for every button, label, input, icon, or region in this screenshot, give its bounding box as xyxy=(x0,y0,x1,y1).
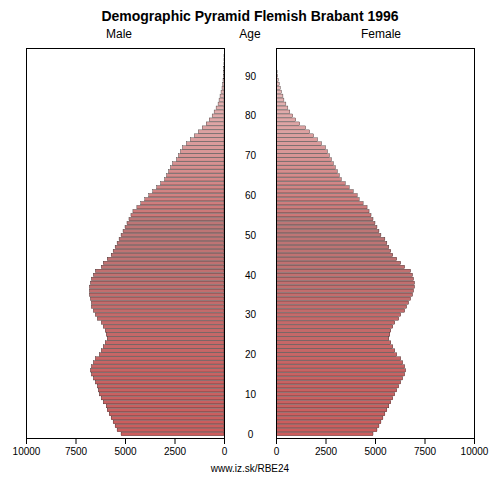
svg-text:80: 80 xyxy=(245,110,257,121)
html-text:Age: Age xyxy=(239,27,261,41)
svg-text:10: 10 xyxy=(245,389,257,400)
html-text:Male: Male xyxy=(106,27,132,41)
svg-text:50: 50 xyxy=(245,230,257,241)
svg-text:7500: 7500 xyxy=(414,446,437,457)
svg-text:40: 40 xyxy=(245,270,257,281)
svg-text:60: 60 xyxy=(245,190,257,201)
svg-text:0: 0 xyxy=(274,446,280,457)
svg-text:10000: 10000 xyxy=(13,446,41,457)
svg-text:0: 0 xyxy=(248,429,254,440)
svg-text:90: 90 xyxy=(245,71,257,82)
html-text:Female: Female xyxy=(361,27,401,41)
svg-text:0: 0 xyxy=(222,446,228,457)
svg-text:2500: 2500 xyxy=(164,446,187,457)
svg-text:30: 30 xyxy=(245,309,257,320)
svg-text:70: 70 xyxy=(245,150,257,161)
svg-text:5000: 5000 xyxy=(364,446,387,457)
html-text:Demographic Pyramid Flemish Br: Demographic Pyramid Flemish Brabant 1996 xyxy=(101,8,399,24)
svg-text:10000: 10000 xyxy=(461,446,489,457)
svg-text:7500: 7500 xyxy=(65,446,88,457)
svg-text:2500: 2500 xyxy=(315,446,338,457)
html-text:www.iz.sk/RBE24: www.iz.sk/RBE24 xyxy=(210,463,290,474)
svg-text:20: 20 xyxy=(245,349,257,360)
svg-text:5000: 5000 xyxy=(114,446,137,457)
